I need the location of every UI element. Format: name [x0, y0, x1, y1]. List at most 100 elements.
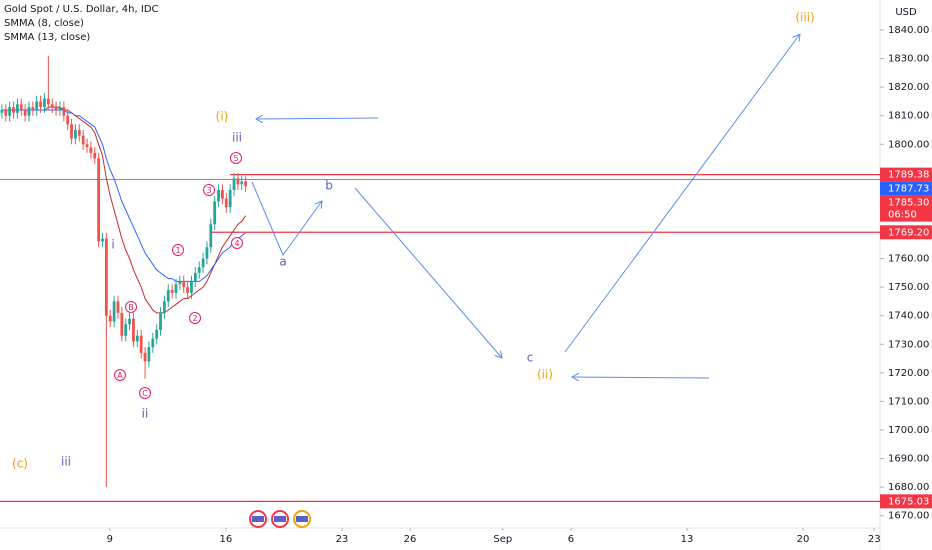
- candle-body: [70, 124, 73, 139]
- x-tick-label: 9: [107, 534, 113, 545]
- candle-body: [108, 315, 112, 322]
- y-tick-label: 1730.00: [888, 339, 929, 350]
- candle-body: [174, 284, 178, 293]
- candle-body: [4, 110, 8, 116]
- candle-body: [35, 101, 39, 110]
- x-tick-label: 6: [568, 534, 574, 545]
- candle-body: [166, 290, 170, 302]
- y-tick-label: 1680.00: [888, 482, 929, 493]
- candle-body: [159, 312, 162, 330]
- price-label-box: [880, 195, 932, 222]
- wave-label: c: [527, 351, 534, 365]
- price-label: 1787.73: [888, 184, 929, 195]
- candle-body: [54, 107, 58, 110]
- candle-body: [182, 281, 186, 288]
- indicator-legend: SMMA (13, close): [4, 32, 90, 43]
- arrow: [564, 34, 800, 353]
- candle-body: [43, 98, 46, 108]
- candle-body: [124, 324, 128, 336]
- candle-body: [116, 301, 120, 313]
- candle-body: [143, 352, 147, 362]
- candle-body: [77, 130, 81, 136]
- candle-body: [58, 107, 62, 110]
- candle-body: [135, 335, 139, 342]
- candle-body: [31, 107, 35, 110]
- candle-body: [23, 110, 27, 116]
- candle-body: [0, 110, 4, 113]
- price-label: 1675.03: [888, 496, 929, 507]
- wave-label: (iii): [795, 11, 814, 25]
- wave-label: ii: [142, 407, 149, 421]
- price-label-box: [880, 167, 932, 182]
- wave-label: (ii): [537, 368, 553, 382]
- candle-body: [190, 281, 193, 293]
- x-tick-label: 26: [404, 534, 417, 545]
- x-tick-label: 20: [797, 534, 810, 545]
- candle-body: [236, 178, 240, 185]
- candle-body: [120, 312, 124, 336]
- wave-label: iii: [61, 455, 71, 469]
- candle-body: [155, 330, 159, 339]
- candle-body: [128, 318, 131, 325]
- y-tick-label: 1760.00: [888, 254, 929, 265]
- y-tick-label: 1820.00: [888, 82, 929, 93]
- y-tick-label: 1830.00: [888, 54, 929, 65]
- wave-label-circle: [230, 152, 242, 164]
- candle-body: [201, 258, 205, 268]
- wave-label: B: [128, 303, 134, 312]
- candle-body: [232, 178, 236, 190]
- wave-label-circle: [172, 244, 184, 256]
- event-icons[interactable]: [249, 510, 311, 528]
- price-label-box: [880, 494, 932, 509]
- candle-body: [104, 238, 108, 316]
- arrow: [354, 187, 502, 358]
- candle-body: [19, 104, 23, 110]
- candle-body: [66, 115, 70, 125]
- candle-body: [244, 181, 248, 187]
- y-tick-label: 1810.00: [888, 111, 929, 122]
- candle-body: [240, 181, 244, 185]
- wave-label: 2: [192, 314, 197, 323]
- candle-body: [132, 318, 135, 342]
- y-tick-label: 1800.00: [888, 139, 929, 150]
- candle-body: [209, 224, 213, 248]
- candle-body: [139, 335, 143, 353]
- candle-body: [213, 201, 217, 225]
- candle-body: [50, 104, 54, 108]
- candle-body: [151, 338, 155, 348]
- candle-body: [101, 238, 104, 242]
- y-tick-label: 1750.00: [888, 282, 929, 293]
- chart-title: Gold Spot / U.S. Dollar, 4h, IDC: [4, 4, 159, 15]
- y-tick-label: 1710.00: [888, 396, 929, 407]
- wave-label-circle: [125, 301, 137, 313]
- candle-body: [228, 190, 232, 208]
- y-tick-label: 1840.00: [888, 25, 929, 36]
- x-tick-label: Sep: [493, 534, 512, 545]
- price-label-box: [880, 225, 932, 240]
- x-tick-label: 23: [868, 534, 881, 545]
- arrow: [572, 377, 710, 378]
- price-label-box: [880, 181, 932, 196]
- arrow: [251, 181, 322, 257]
- wave-label: a: [279, 255, 286, 269]
- x-tick-label: 23: [336, 534, 349, 545]
- wave-label: 5: [233, 154, 238, 163]
- wave-label: 3: [206, 186, 211, 195]
- candle-body: [147, 347, 151, 362]
- y-tick-label: 1700.00: [888, 425, 929, 436]
- price-label: 1789.38: [888, 170, 929, 181]
- candle-body: [39, 101, 43, 108]
- candle-body: [74, 130, 77, 139]
- wave-label: C: [142, 389, 148, 398]
- wave-label: i: [111, 238, 114, 252]
- smma-line: [1, 109, 246, 282]
- arrow: [256, 118, 379, 119]
- y-tick-label: 1690.00: [888, 454, 929, 465]
- wave-label: iii: [232, 131, 242, 145]
- price-axis-unit: USD: [895, 7, 917, 18]
- candle-body: [162, 301, 166, 313]
- candle-body: [12, 107, 15, 113]
- candle-body: [89, 147, 93, 153]
